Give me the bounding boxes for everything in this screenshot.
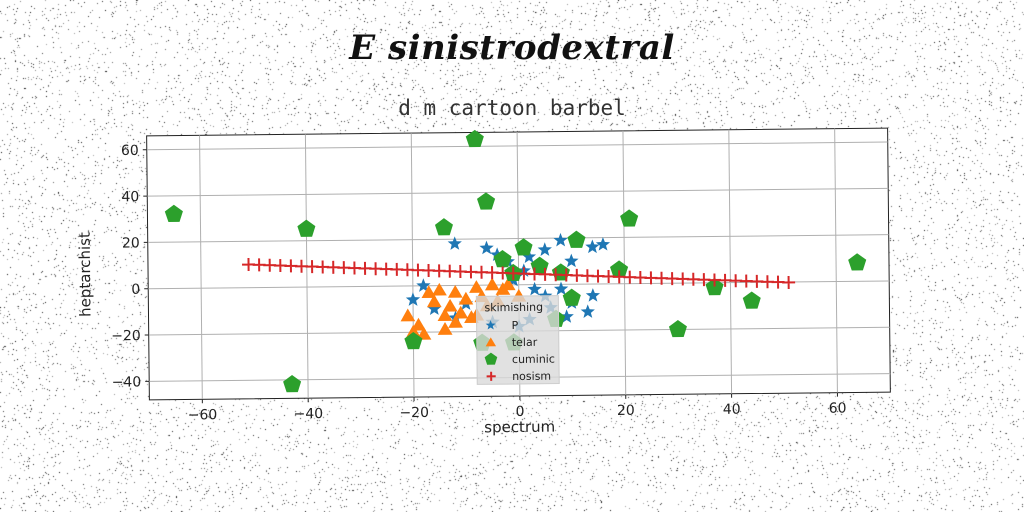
star-point: [405, 292, 421, 306]
pentagon-point: [705, 277, 724, 296]
x-grid-line: [728, 129, 733, 394]
legend-label-p: P: [512, 319, 519, 332]
pentagon-point: [742, 291, 761, 309]
pentagon-point: [848, 253, 867, 271]
pentagon-point: [493, 250, 512, 268]
star-point: [521, 249, 537, 264]
x-tick-label: 20: [617, 403, 635, 419]
pentagon-point: [610, 260, 629, 278]
legend-box: [475, 295, 560, 385]
chart-title: E sinistrodextral: [349, 28, 675, 68]
y-tick-label: 0: [131, 282, 140, 298]
x-grid-line: [622, 130, 627, 395]
pentagon-point: [434, 218, 453, 236]
legend-marker-cuminic: [484, 352, 498, 365]
pentagon-point: [465, 129, 484, 148]
pentagon-point: [404, 331, 423, 350]
triangle-point: [437, 308, 453, 322]
star-point: [585, 239, 600, 254]
y-tick-label: −40: [112, 374, 142, 390]
triangle-point: [411, 317, 426, 331]
plus-point: [782, 275, 796, 289]
pentagon-point: [668, 320, 687, 338]
y-grid-line: [146, 141, 888, 151]
chart-subtitle: d m cartoon barbel: [398, 96, 626, 120]
star-point: [580, 304, 595, 319]
pentagon-point: [562, 288, 581, 306]
legend-title: skimishing: [484, 301, 543, 315]
y-tick-label: 20: [122, 235, 140, 251]
triangle-point: [469, 280, 484, 293]
y-tick-label: 40: [121, 189, 139, 205]
triangle-point: [458, 291, 474, 305]
x-tick-label: 60: [829, 401, 847, 417]
y-axis-ticks: −40 −20 0 20 40 60: [111, 143, 150, 391]
x-grid-line: [834, 128, 838, 393]
x-axis-label: spectrum: [484, 418, 555, 437]
series-nosism: [242, 257, 796, 289]
star-point: [416, 278, 431, 292]
x-tick-label: −20: [399, 405, 429, 421]
pentagon-point: [164, 204, 183, 223]
x-tick-label: −40: [293, 406, 323, 422]
legend-label-cuminic: cuminic: [512, 353, 555, 366]
star-point: [427, 301, 442, 316]
star-point: [527, 281, 542, 296]
star-point: [537, 242, 552, 256]
pentagon-point: [297, 219, 316, 237]
star-point: [559, 309, 574, 323]
triangle-point: [437, 322, 453, 335]
triangle-point: [426, 294, 442, 308]
triangle-point: [484, 277, 500, 291]
pentagon-point: [283, 374, 302, 393]
x-tick-label: 0: [515, 404, 524, 420]
star-point: [479, 240, 494, 255]
star-point: [564, 253, 579, 268]
y-axis-label: heptarchist: [76, 232, 95, 317]
triangle-point: [442, 298, 458, 312]
y-grid-line: [147, 234, 889, 243]
x-grid-line: [410, 133, 415, 398]
star-point: [595, 237, 611, 251]
star-point: [447, 236, 462, 250]
legend-label-nosism: nosism: [512, 370, 551, 383]
pentagon-point: [620, 209, 639, 227]
pentagon-point: [567, 230, 586, 248]
x-tick-label: 40: [723, 402, 741, 418]
triangle-point: [453, 305, 469, 319]
legend-marker-telar: [485, 337, 497, 347]
triangle-point: [447, 284, 463, 298]
star-point: [553, 281, 569, 296]
x-tick-label: −60: [188, 407, 218, 423]
triangle-point: [432, 282, 447, 296]
triangle-point: [500, 277, 516, 291]
legend-marker-nosism: [486, 371, 496, 381]
triangle-point: [406, 324, 421, 338]
star-point: [585, 288, 601, 302]
y-tick-label: 60: [121, 143, 139, 159]
legend-label-telar: telar: [512, 336, 538, 349]
x-grid-line: [199, 135, 203, 400]
y-grid-line: [147, 187, 889, 197]
triangle-point: [400, 308, 416, 322]
legend-marker-p: [485, 320, 496, 330]
pentagon-point: [477, 192, 496, 210]
star-point: [553, 232, 568, 247]
pentagon-point: [514, 238, 533, 256]
y-tick-label: −20: [111, 328, 141, 344]
x-axis-ticks: −60 −40 −20 0 20 40 60: [188, 392, 847, 423]
triangle-point: [416, 326, 432, 340]
data-marks: [164, 129, 867, 393]
triangle-point: [448, 315, 463, 328]
